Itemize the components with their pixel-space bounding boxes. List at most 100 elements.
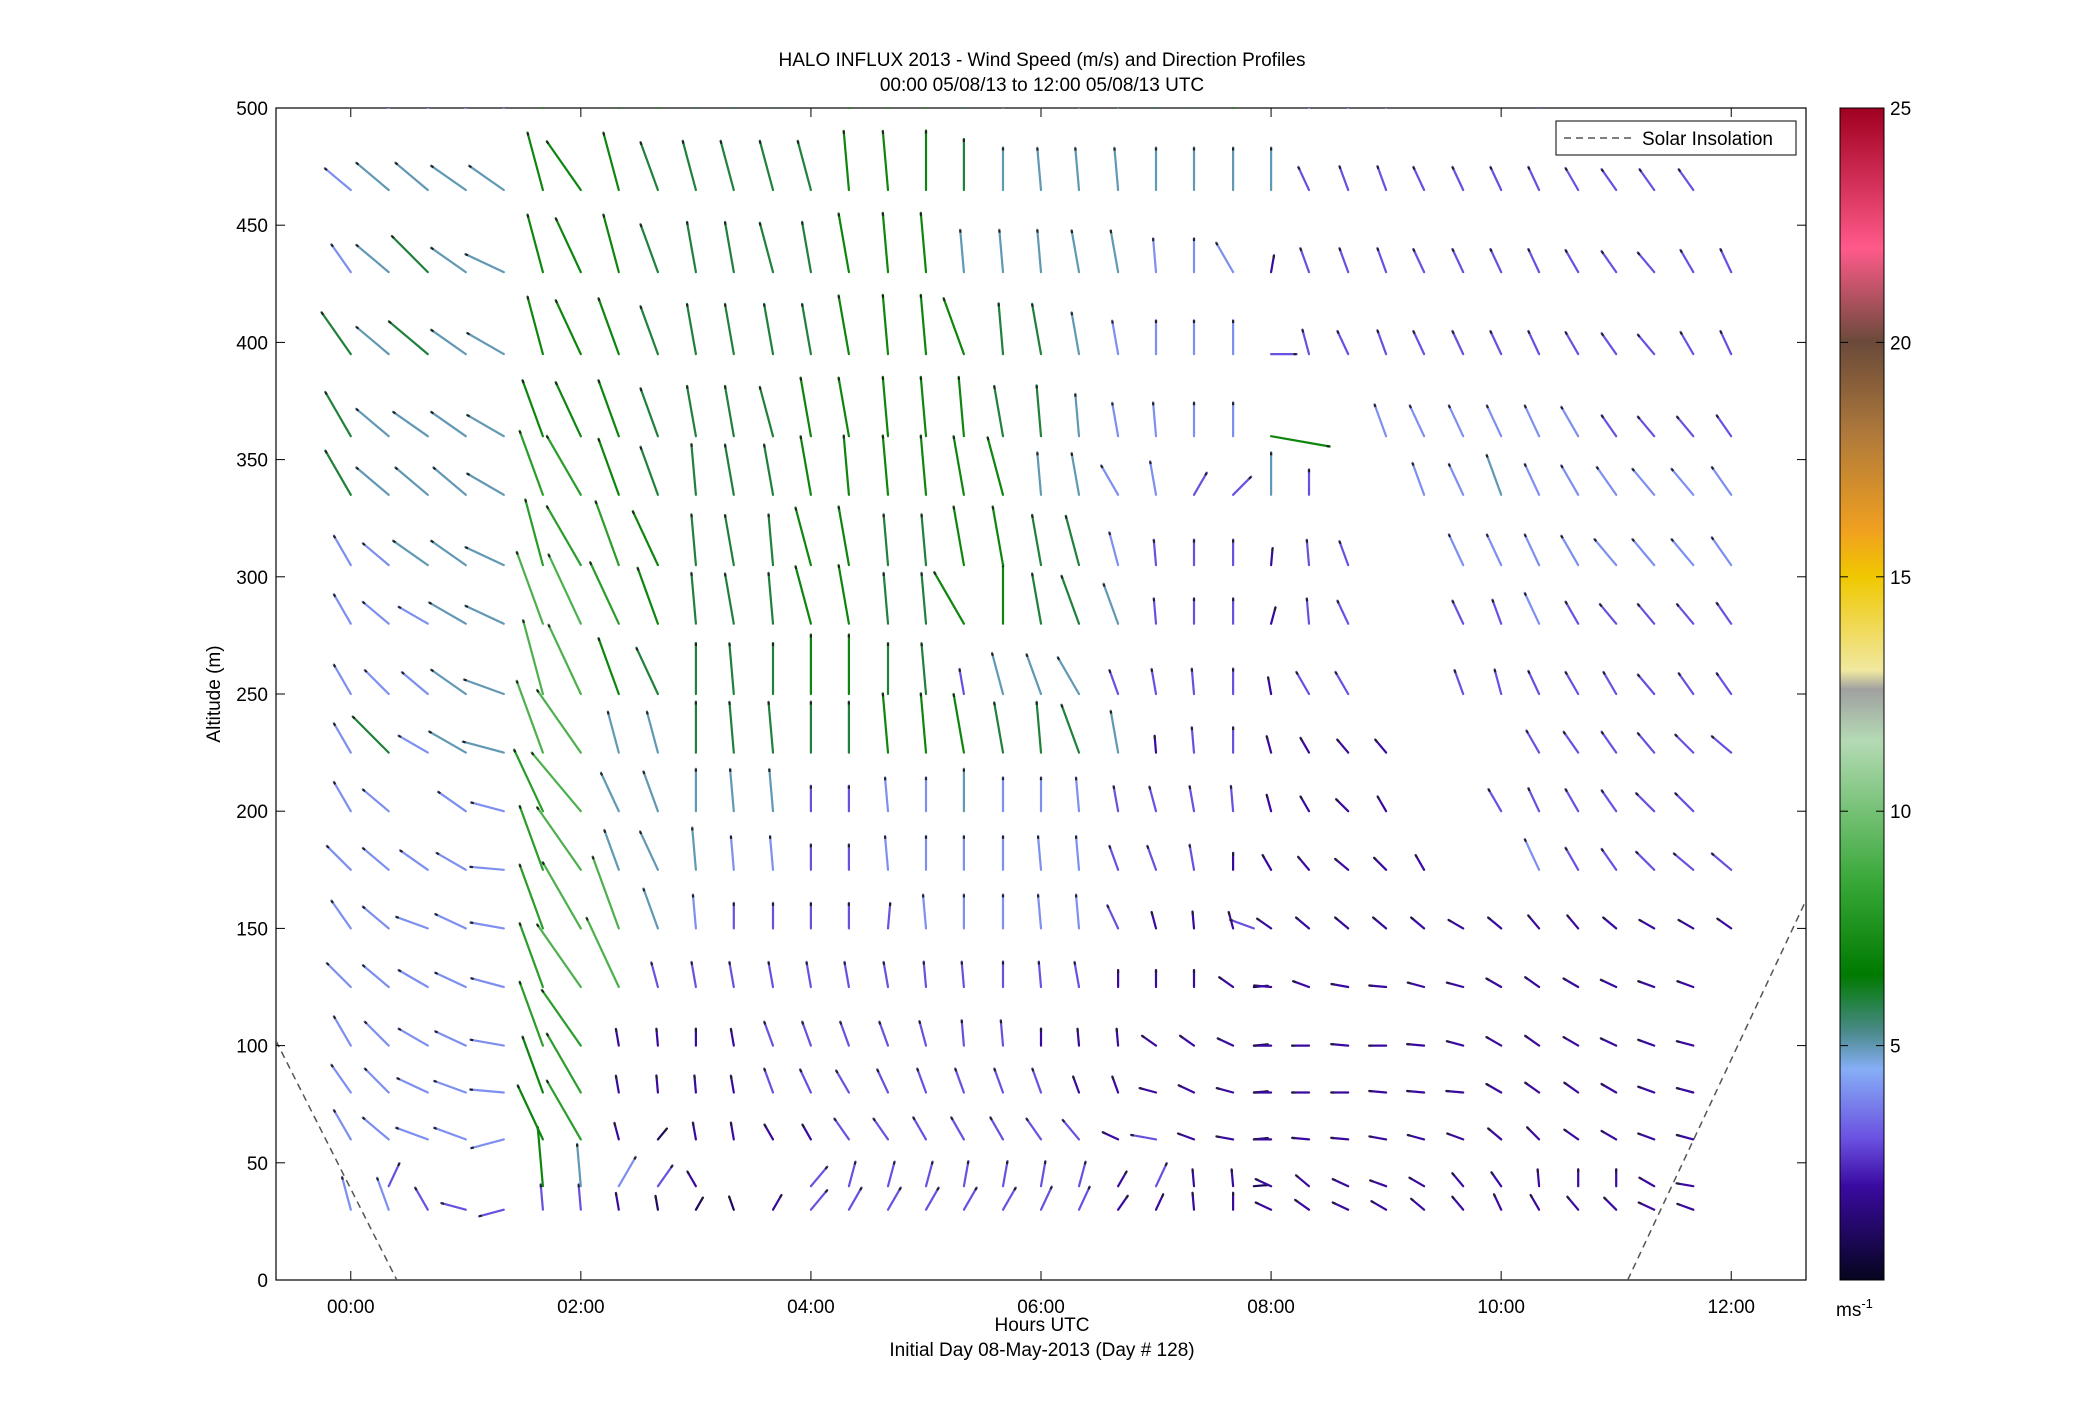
wind-vector (554, 381, 582, 438)
wind-vector (771, 1193, 783, 1211)
wind-vector (468, 1088, 505, 1094)
wind-vector (585, 916, 620, 989)
wind-vector (588, 560, 620, 625)
wind-vector (1564, 330, 1580, 356)
wind-vector (1305, 597, 1311, 625)
wind-vector (545, 1079, 582, 1141)
wind-vector (1001, 1159, 1009, 1188)
wind-vector (387, 1161, 401, 1188)
wind-vector (991, 505, 1005, 567)
wind-vector (1116, 1170, 1128, 1188)
wind-vector (694, 108, 698, 110)
wind-vector (469, 1038, 505, 1047)
wind-vector (1305, 538, 1311, 567)
wind-vector (654, 1194, 660, 1211)
x-axis-label: Hours UTC (994, 1315, 1089, 1336)
wind-vector (1140, 1034, 1158, 1047)
y-axis: 0 50 100 150 200 250 300 350 400 450 500 (236, 99, 1806, 1292)
wind-vector (541, 108, 545, 110)
wind-vector (1331, 1201, 1350, 1211)
wind-vector (1338, 165, 1350, 192)
wind-vector (394, 1126, 429, 1141)
wind-vector (639, 445, 660, 496)
wind-vector (617, 108, 620, 110)
wind-vector (1445, 1040, 1465, 1047)
wind-vector (878, 1020, 890, 1047)
wind-vector (606, 710, 620, 754)
wind-vector (1676, 1202, 1695, 1211)
wind-vector (518, 429, 545, 496)
wind-vector (1527, 669, 1541, 696)
wind-vector (469, 1138, 505, 1150)
wind-vector (799, 435, 813, 496)
wind-vector (1333, 857, 1350, 871)
wind-vector (355, 325, 390, 356)
wind-vector (1527, 329, 1541, 356)
wind-vector (512, 748, 545, 813)
wind-vector (681, 139, 698, 192)
wind-vector (1293, 1198, 1311, 1211)
wind-vector (469, 801, 505, 813)
wind-vector (426, 108, 429, 110)
wind-vector (805, 960, 813, 989)
wind-vector (1715, 414, 1733, 438)
wind-vector (545, 505, 582, 567)
wind-vector (1037, 960, 1043, 989)
wind-vector (999, 1019, 1005, 1047)
wind-vector (361, 600, 390, 625)
wind-vector (1716, 917, 1733, 930)
wind-vector (882, 960, 890, 989)
wind-vector (1330, 1136, 1350, 1141)
wind-vector (363, 1020, 390, 1047)
wind-vector (1074, 146, 1081, 192)
legend-label-solar: Solar Insolation (1642, 129, 1773, 150)
wind-vector (464, 604, 505, 625)
wind-vector (1446, 1132, 1465, 1141)
wind-vector (577, 1183, 582, 1211)
wind-vector (656, 1164, 674, 1188)
wind-vector (693, 1074, 698, 1094)
wind-vector (1453, 668, 1465, 696)
y-tick-label: 250 (236, 685, 268, 706)
wind-vector (545, 140, 582, 192)
wind-vector (1252, 1183, 1269, 1188)
wind-vector (400, 670, 429, 696)
wind-vector (361, 963, 390, 989)
wind-vector (524, 498, 545, 567)
wind-vector (919, 692, 928, 754)
wind-vector (691, 1121, 698, 1141)
wind-vector (1489, 329, 1503, 356)
wind-vector (1560, 405, 1580, 438)
wind-vector (394, 161, 429, 192)
wind-vector (1215, 1135, 1235, 1141)
wind-vector (1408, 404, 1426, 438)
wind-vector (1602, 670, 1618, 696)
wind-vector (1675, 415, 1695, 438)
wind-vector (1073, 960, 1081, 989)
wind-vector (1372, 856, 1388, 871)
wind-vector (728, 960, 735, 989)
wind-vector (1106, 904, 1120, 930)
wind-vector (1715, 601, 1733, 625)
wind-vector (1074, 893, 1081, 930)
wind-vector (429, 539, 467, 567)
wind-vector (655, 1027, 660, 1047)
wind-vector (1296, 855, 1311, 871)
wind-vector (478, 1208, 505, 1218)
wind-vector (414, 1186, 429, 1211)
wind-vector (1412, 247, 1426, 274)
wind-vector (1116, 1194, 1129, 1211)
wind-vector (1030, 572, 1043, 625)
wind-vector (464, 545, 505, 567)
wind-vector (330, 243, 352, 274)
wind-vector (1113, 146, 1120, 192)
wind-vector (685, 302, 698, 356)
wind-vector (1445, 1089, 1465, 1094)
wind-vector (1265, 735, 1273, 754)
wind-vector (1368, 1135, 1388, 1141)
wind-vector (1036, 228, 1043, 274)
wind-vector (1451, 329, 1465, 356)
wind-vector (1485, 404, 1503, 438)
wind-vector (1638, 1176, 1656, 1188)
wind-vector (518, 863, 545, 930)
